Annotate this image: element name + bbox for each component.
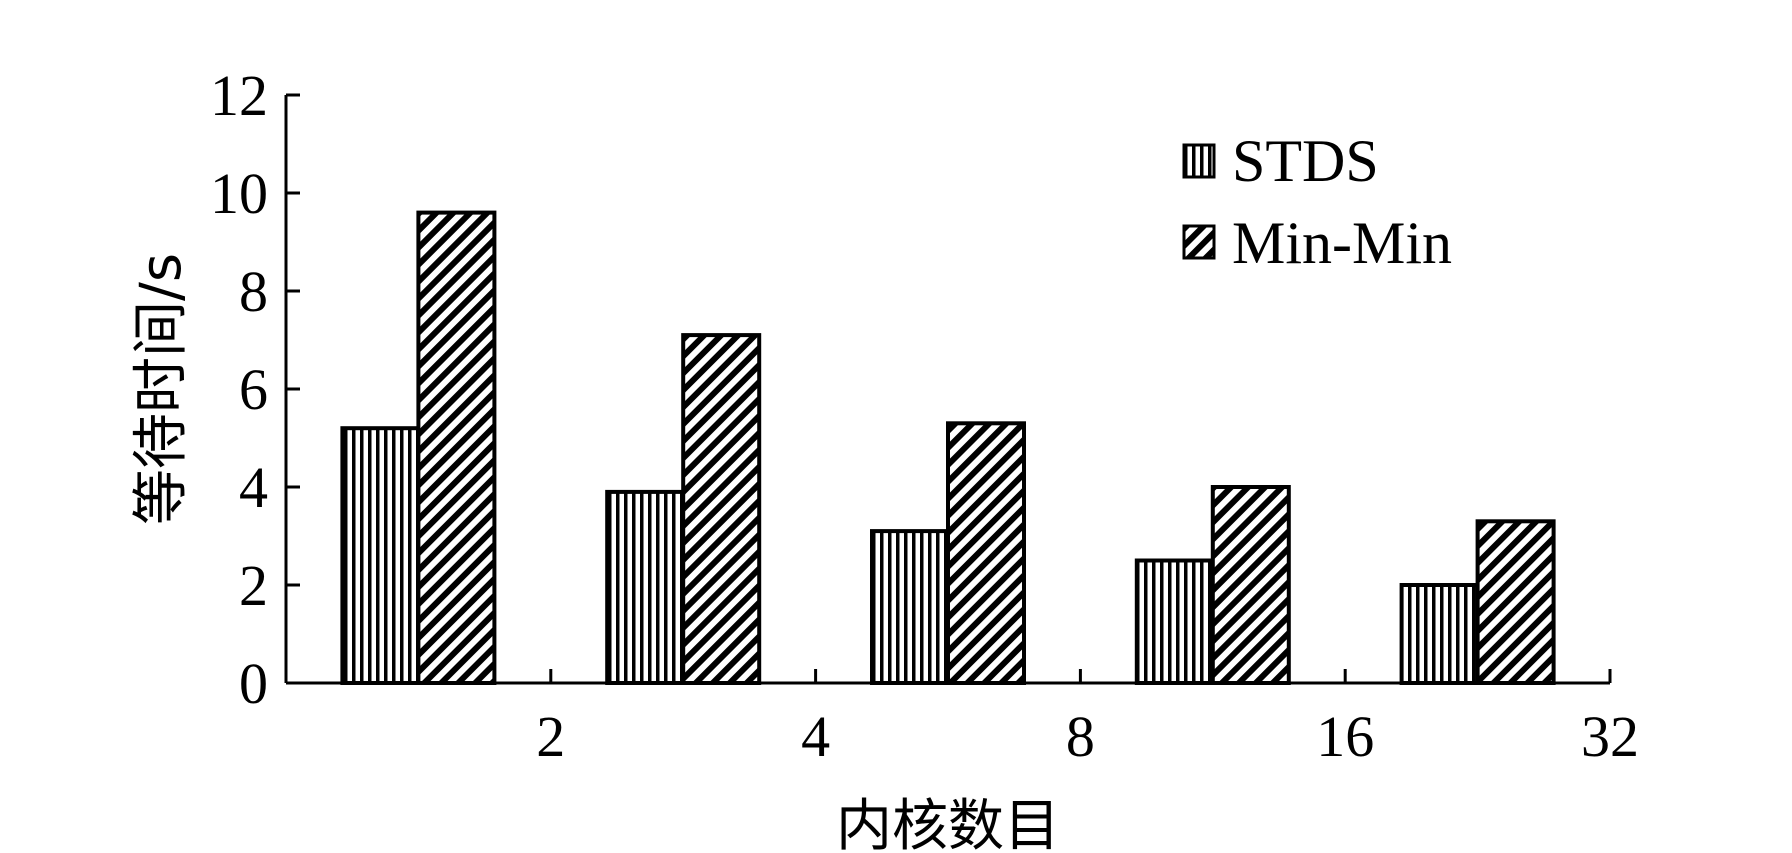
x-tick-label: 16	[1316, 704, 1374, 769]
x-ticks: 2 4 8 16 32	[536, 669, 1639, 769]
y-tick-label: 10	[210, 161, 268, 226]
y-tick-label: 12	[210, 63, 268, 128]
legend-label-min-min: Min-Min	[1232, 210, 1452, 276]
bar-stds-32	[1399, 583, 1480, 685]
y-axis-title: 等待时间/s	[129, 253, 194, 525]
bar-stds-4	[605, 489, 686, 685]
bar-stds-2	[340, 426, 421, 686]
x-tick-label: 4	[801, 704, 830, 769]
bar-stds-8	[870, 529, 950, 685]
y-tick-label: 0	[239, 651, 268, 716]
bars	[340, 210, 1556, 686]
y-tick-label: 8	[239, 259, 268, 324]
legend-label-stds: STDS	[1232, 128, 1379, 194]
y-tick-label: 2	[239, 553, 268, 618]
bar-min-min-8	[946, 421, 1026, 685]
legend-swatch-min-min	[1182, 224, 1216, 260]
bar-min-min-2	[416, 210, 497, 685]
x-tick-label: 2	[536, 704, 565, 769]
bar-stds-16	[1134, 558, 1215, 685]
legend: STDS Min-Min	[1182, 128, 1452, 276]
x-tick-label: 8	[1066, 704, 1095, 769]
bar-min-min-4	[681, 333, 762, 685]
x-tick-label: 32	[1581, 704, 1639, 769]
y-tick-label: 6	[239, 357, 268, 422]
y-ticks: 0 2 4 6 8 10 12	[210, 63, 300, 716]
bar-min-min-32	[1475, 519, 1556, 685]
legend-swatch-stds	[1182, 143, 1216, 179]
y-tick-label: 4	[239, 455, 268, 520]
bar-min-min-16	[1210, 485, 1291, 685]
x-axis-title: 内核数目	[836, 794, 1060, 853]
